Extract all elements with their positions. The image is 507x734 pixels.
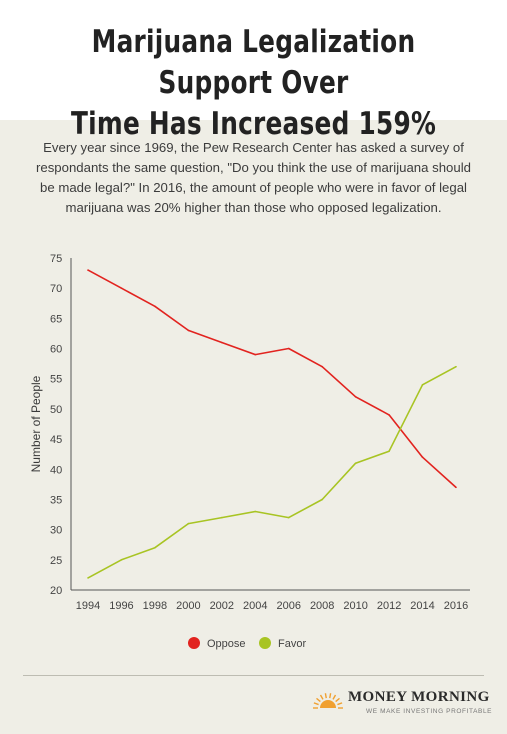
x-tick-label: 2006 [276,600,300,612]
data-point-favor [321,498,323,501]
data-point-favor [455,365,457,368]
x-tick-label: 2010 [343,600,367,612]
legend-marker-oppose [188,637,200,649]
data-point-favor [87,577,89,579]
y-tick-label: 35 [50,494,62,506]
x-tick-label: 2002 [210,600,234,612]
data-point-favor [120,559,123,561]
data-point-favor [388,450,390,452]
series-line-favor [87,365,457,579]
money-morning-logo: MONEY MORNING WE MAKE INVESTING PROFITAB… [312,686,492,722]
x-tick-label: 2014 [410,600,434,612]
title-line-1: Marijuana Legalization Support Over [91,24,416,101]
sun-ray [337,702,343,706]
line-chart: 20 25 30 35 40 45 50 55 60 65 70 75 1994 1996 1998 200… [29,253,470,650]
y-tick-label: 50 [50,404,62,416]
y-tick-label: 30 [50,525,62,537]
data-point-favor [421,383,424,386]
sun-ray [335,697,340,703]
data-point-oppose [221,341,223,344]
x-tick-label: 1994 [76,600,100,612]
subtitle: Every year since 1969, the Pew Research … [20,138,487,218]
sun-ray [332,694,337,700]
data-point-oppose [87,269,89,271]
sunrise-icon [313,693,343,709]
y-tick-label: 60 [50,344,62,356]
chart-axes [70,258,470,591]
data-point-favor [354,462,357,465]
y-tick-label: 55 [50,374,62,386]
x-tick-label: 2012 [377,600,401,612]
footer-divider [23,675,484,676]
header-band [0,0,507,120]
data-point-oppose [287,347,290,350]
data-point-favor [221,516,223,519]
data-point-oppose [154,305,156,308]
data-point-oppose [321,365,323,368]
legend-label-favor: Favor [278,638,306,650]
title-line-2: Time Has Increased 159% [70,106,437,142]
y-tick-label: 45 [50,434,62,446]
legend-marker-favor [259,637,271,649]
sun-ray [316,697,321,703]
data-point-oppose [120,287,123,289]
x-tick-label: 1998 [143,600,167,612]
y-tick-label: 75 [50,253,62,265]
y-tick-label: 20 [50,585,62,597]
data-point-oppose [254,353,257,356]
y-axis-ticks: 20 25 30 35 40 45 50 55 60 65 70 75 [50,253,62,597]
x-tick-label: 2016 [444,600,468,612]
legend-label-oppose: Oppose [207,638,246,650]
page-title: Marijuana Legalization Support Over Time… [51,22,457,145]
data-point-oppose [354,396,357,398]
subtitle-line-4: marijuana was 20% higher than those who … [65,200,442,215]
sun-ray [313,702,319,706]
y-axis-title: Number of People [29,375,43,472]
y-tick-label: 40 [50,464,62,476]
sun-ray [324,693,327,699]
series-line-oppose [87,269,457,488]
x-tick-label: 2004 [243,600,267,612]
brand-tagline: WE MAKE INVESTING PROFITABLE [366,708,493,715]
data-point-favor [187,522,190,525]
brand-name: MONEY MORNING [348,689,490,705]
sun-ray [319,694,324,700]
x-axis-ticks: 1994 1996 1998 2000 2002 2004 2006 2008 2010 2012… [76,600,468,612]
data-point-favor [254,510,257,513]
data-point-oppose [187,329,190,332]
y-tick-label: 70 [50,283,62,295]
y-tick-label: 65 [50,313,62,325]
x-tick-label: 1996 [109,600,133,612]
data-point-oppose [388,414,390,416]
data-point-favor [154,546,156,549]
chart-legend: Oppose Favor [188,637,306,650]
subtitle-line-1: Every year since 1969, the Pew Research … [43,140,464,155]
subtitle-line-3: be made legal?" In 2016, the amount of p… [40,180,467,195]
data-point-oppose [455,486,457,489]
subtitle-line-2: respondants the same question, "Do you t… [35,160,471,175]
data-point-oppose [421,456,424,459]
x-tick-label: 2000 [176,600,200,612]
y-tick-label: 25 [50,555,62,567]
x-tick-label: 2008 [310,600,334,612]
chart-series [87,269,457,579]
data-point-favor [287,516,290,519]
sun-ray [329,693,332,699]
